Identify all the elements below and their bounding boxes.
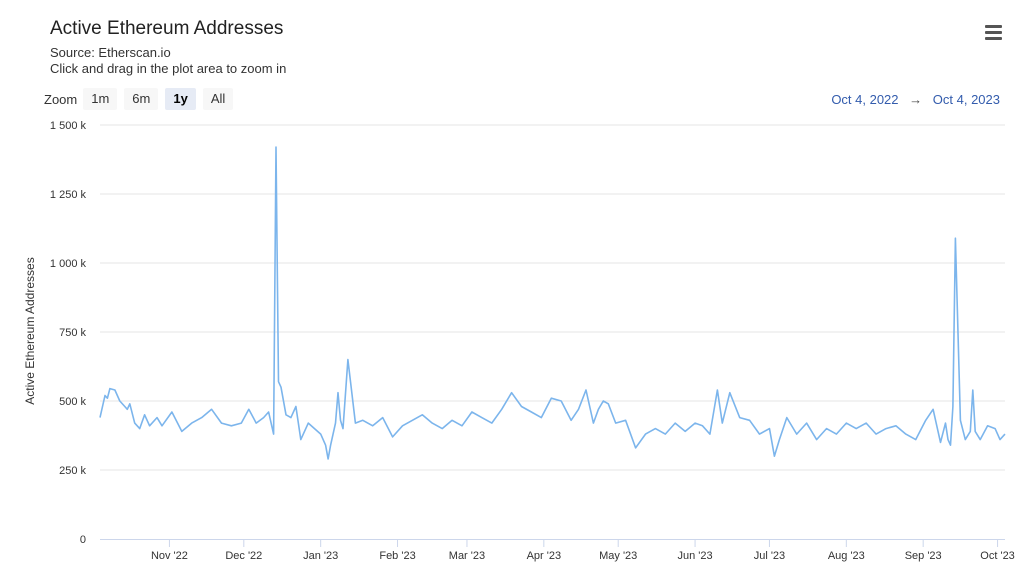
x-tick-label: Jan '23 — [303, 550, 338, 562]
x-tick-label: Mar '23 — [449, 550, 485, 562]
zoom-1y-button[interactable]: 1y — [165, 88, 196, 110]
hamburger-menu-icon[interactable] — [980, 22, 1006, 44]
y-axis-label: Active Ethereum Addresses — [23, 257, 37, 404]
y-tick-label: 250 k — [59, 465, 86, 477]
zoom-all-button[interactable]: All — [202, 88, 234, 110]
x-tick-label: Jul '23 — [754, 550, 785, 562]
x-tick-label: Aug '23 — [828, 550, 865, 562]
y-tick-label: 1 250 k — [50, 189, 87, 201]
zoom-label: Zoom — [44, 91, 78, 107]
zoom-6m-button[interactable]: 6m — [124, 88, 159, 110]
y-axis-ticks: 0 250 k 500 k 750 k 1 000 k 1 250 k 1 500 k — [50, 120, 87, 546]
x-tick-label: May '23 — [599, 550, 637, 562]
zoom-1m-button[interactable]: 1m — [83, 88, 118, 110]
y-tick-label: 750 k — [59, 327, 86, 339]
date-range: Oct 4, 2022 → Oct 4, 2023 — [831, 92, 1000, 107]
y-tick-label: 0 — [80, 534, 86, 546]
x-tick-label: Feb '23 — [379, 550, 415, 562]
series-line — [99, 146, 1006, 460]
range-from-date[interactable]: Oct 4, 2022 — [831, 92, 899, 107]
x-tick-label: Dec '22 — [225, 550, 262, 562]
source-text: Source: Etherscan.io — [50, 45, 171, 60]
zoom-hint-text: Click and drag in the plot area to zoom … — [50, 61, 287, 76]
x-tick-label: Nov '22 — [151, 550, 188, 562]
y-tick-label: 1 500 k — [50, 120, 87, 132]
range-arrow-icon: → — [909, 92, 923, 107]
chart-title: Active Ethereum Addresses — [50, 18, 284, 39]
x-tick-label: Oct '23 — [980, 550, 1015, 562]
range-to-date[interactable]: Oct 4, 2023 — [932, 92, 1000, 107]
x-tick-label: Apr '23 — [527, 550, 562, 562]
zoom-selector: Zoom 1m 6m 1y All — [44, 88, 240, 110]
x-tick-label: Sep '23 — [905, 550, 942, 562]
grid-lines — [100, 124, 1005, 471]
x-axis: Nov '22 Dec '22 Jan '23 Feb '23 Mar '23 Apr '… — [100, 539, 1015, 562]
y-tick-label: 1 000 k — [50, 258, 87, 270]
chart-subtitle: Source: Etherscan.io Click and drag in t… — [50, 45, 286, 77]
y-tick-label: 500 k — [59, 396, 86, 408]
x-tick-label: Jun '23 — [677, 550, 712, 562]
